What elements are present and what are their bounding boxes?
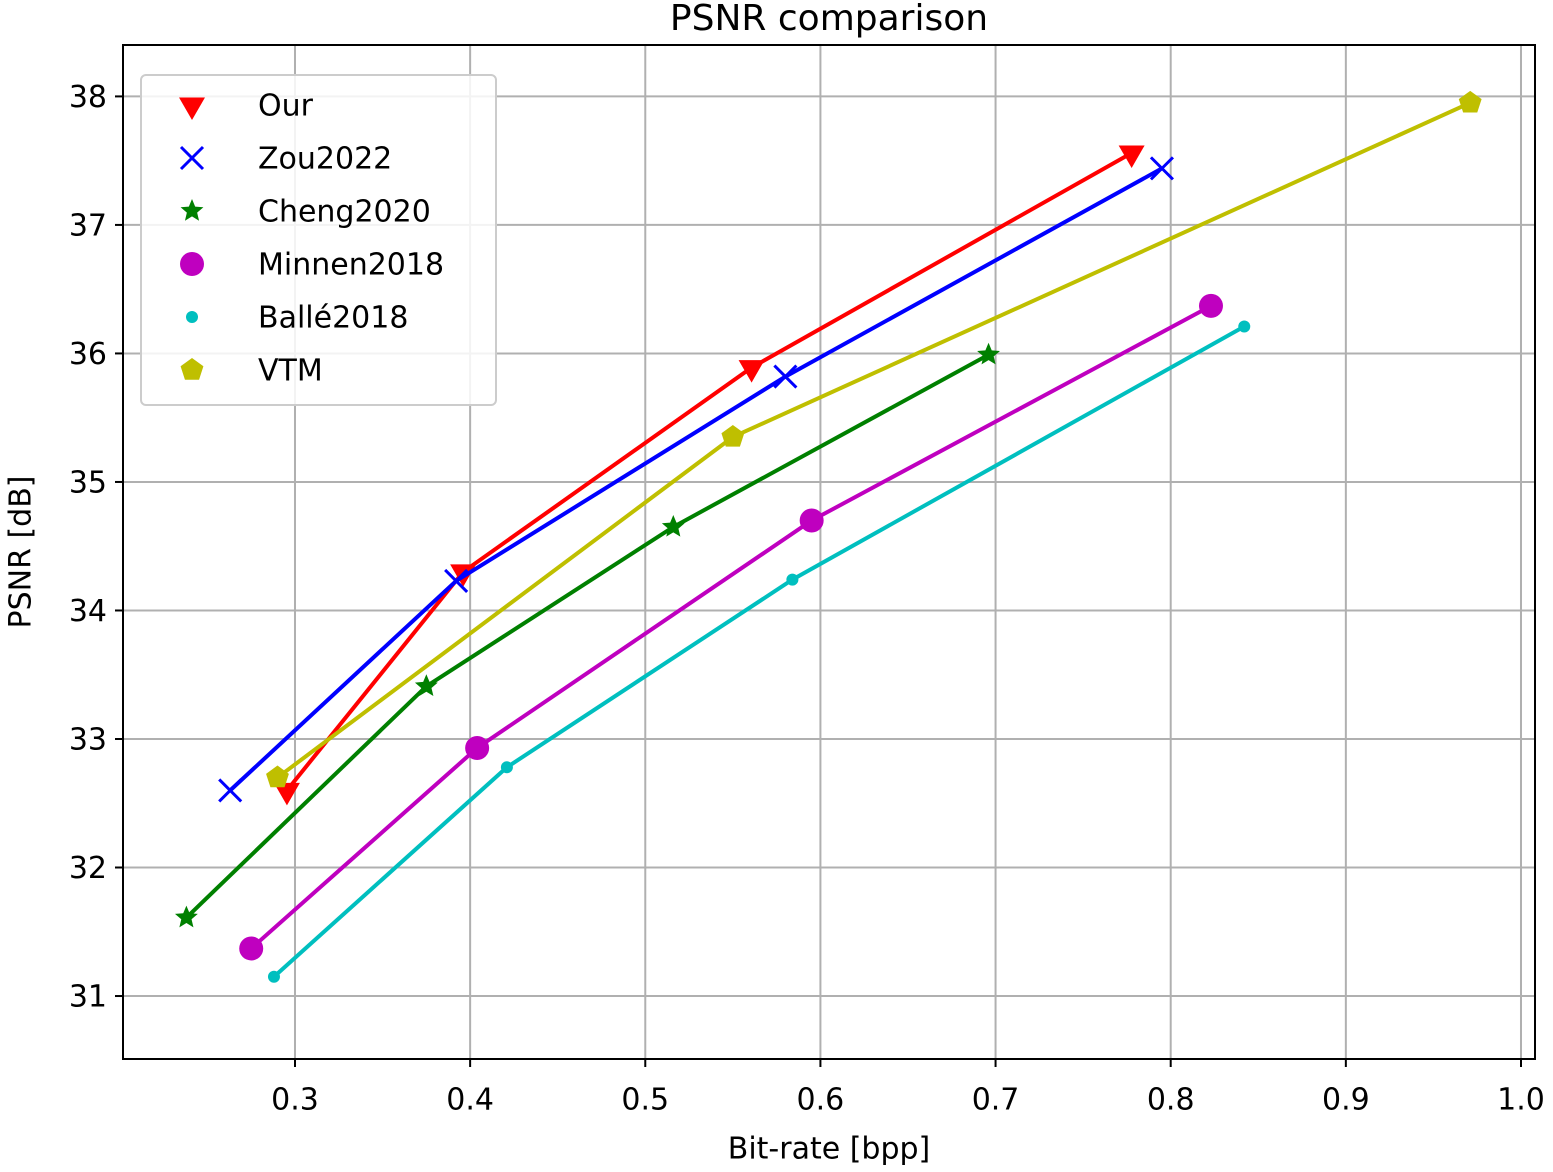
legend-label: Zou2022	[258, 142, 392, 177]
y-tick-label: 33	[69, 722, 107, 757]
marker	[266, 765, 289, 788]
marker	[180, 199, 204, 221]
legend-label: Minnen2018	[258, 248, 444, 283]
y-axis-label: PSNR [dB]	[4, 476, 39, 629]
legend-label: VTM	[258, 354, 323, 389]
series-line	[285, 151, 1133, 792]
y-tick-label: 36	[69, 337, 107, 372]
marker	[465, 735, 490, 760]
y-tick-label: 34	[69, 594, 107, 629]
y-tick-label: 31	[69, 980, 107, 1015]
y-tick-label: 35	[69, 465, 107, 500]
x-tick-label: 0.7	[972, 1083, 1020, 1118]
x-tick-label: 0.5	[621, 1083, 669, 1118]
series-line	[228, 166, 1163, 792]
x-tick-label: 0.6	[797, 1083, 845, 1118]
marker	[444, 568, 469, 593]
marker	[1149, 156, 1175, 181]
marker	[1458, 90, 1482, 113]
x-axis-label: Bit-rate [bpp]	[728, 1132, 931, 1167]
series-line	[272, 324, 1246, 979]
legend-label: Our	[258, 89, 314, 124]
x-tick-label: 1.0	[1497, 1083, 1545, 1118]
marker	[180, 252, 204, 276]
marker	[738, 360, 765, 383]
marker	[773, 364, 798, 389]
marker	[786, 573, 799, 586]
marker	[500, 761, 513, 774]
x-tick-label: 0.8	[1147, 1083, 1195, 1118]
legend-label: Cheng2020	[258, 195, 431, 230]
x-tick-label: 0.9	[1322, 1083, 1370, 1118]
marker	[1118, 145, 1145, 168]
marker	[414, 674, 438, 697]
marker	[1238, 320, 1251, 333]
marker	[239, 936, 264, 961]
y-tick-label: 37	[69, 208, 107, 243]
marker	[186, 311, 198, 323]
marker	[180, 358, 204, 380]
marker	[174, 905, 198, 928]
marker	[661, 514, 685, 537]
marker	[179, 145, 205, 171]
marker	[721, 424, 745, 447]
marker	[179, 97, 205, 120]
marker	[267, 970, 280, 983]
series-line	[249, 304, 1212, 950]
x-tick-label: 0.4	[446, 1083, 494, 1118]
legend-box	[140, 74, 497, 406]
chart-title: PSNR comparison	[670, 0, 988, 39]
y-tick-label: 32	[69, 851, 107, 886]
marker	[218, 778, 243, 803]
marker	[799, 508, 824, 533]
y-tick-label: 38	[69, 80, 107, 115]
legend-label: Ballé2018	[258, 301, 408, 336]
marker	[977, 342, 1000, 365]
series-line	[185, 352, 990, 920]
marker	[1198, 293, 1223, 318]
x-tick-label: 0.3	[271, 1083, 319, 1118]
marker	[273, 782, 300, 806]
plot-frame	[122, 44, 1536, 1060]
